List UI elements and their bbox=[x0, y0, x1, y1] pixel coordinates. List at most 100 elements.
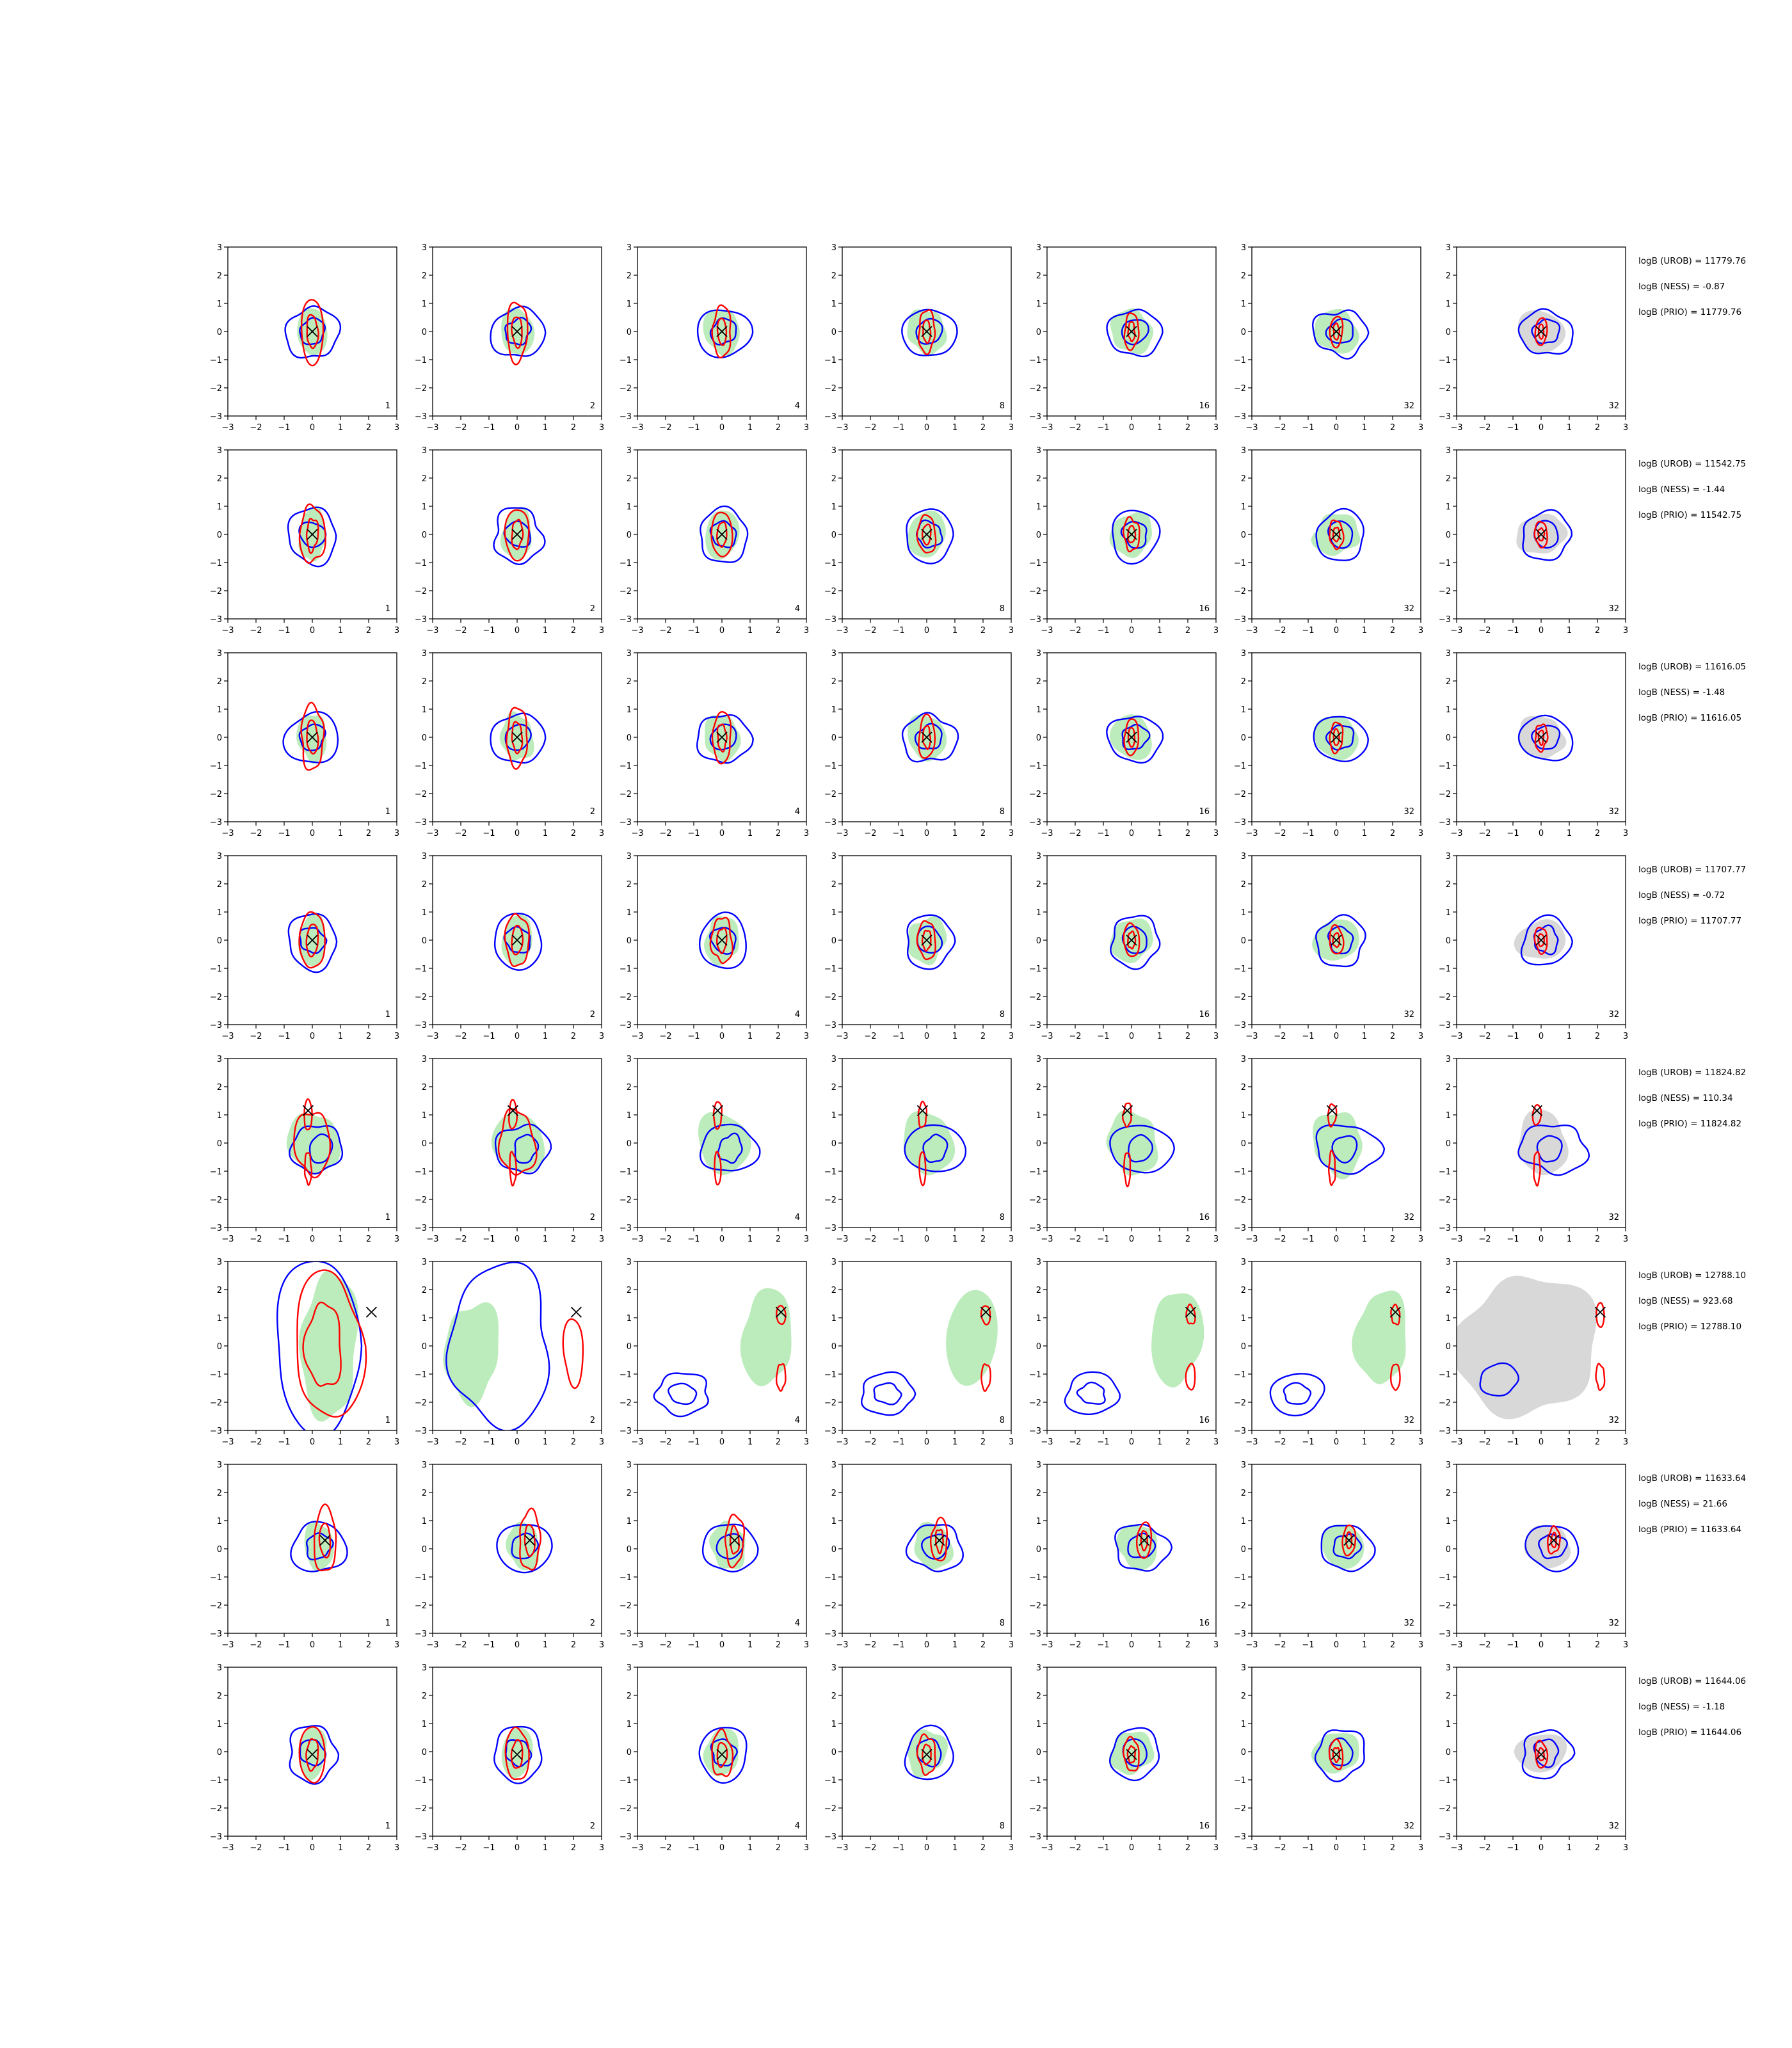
panel-r1-c1: −3 −2 −1 0 1 2 3 3 2 1 0 −1 −2 −3 1 bbox=[210, 243, 399, 433]
y-tick-label: −3 bbox=[1234, 412, 1246, 422]
y-tick-label: 0 bbox=[627, 531, 632, 540]
y-tick-label: −1 bbox=[824, 559, 836, 568]
blue-contour bbox=[1524, 1525, 1580, 1572]
x-tick-label: −2 bbox=[659, 1843, 671, 1853]
panel-r1-c3: −3 −2 −1 0 1 2 3 3 2 1 0 −1 −2 −3 4 bbox=[620, 243, 809, 433]
y-tick-label: −2 bbox=[415, 1398, 427, 1408]
y-tick-label: −2 bbox=[1029, 1196, 1041, 1205]
y-tick-label: −3 bbox=[210, 615, 222, 625]
y-tick-label: −2 bbox=[1029, 993, 1041, 1002]
row-4-annotations: logB (UROB) = 11707.77 logB (NESS) = -0.7… bbox=[1638, 865, 1746, 926]
red-contour bbox=[562, 1318, 584, 1389]
y-tick-label: 1 bbox=[422, 1517, 427, 1526]
x-tick-label: 1 bbox=[1157, 626, 1162, 636]
x-tick-label: 3 bbox=[1623, 1032, 1628, 1041]
y-tick-label: −3 bbox=[1439, 1832, 1451, 1842]
y-tick-label: −3 bbox=[210, 412, 222, 422]
x-tick-label: −1 bbox=[1302, 626, 1314, 636]
blue-contour bbox=[1311, 309, 1370, 360]
x-tick-label: 3 bbox=[1009, 1235, 1014, 1244]
x-tick-label: −1 bbox=[483, 1640, 495, 1650]
y-tick-label: −3 bbox=[824, 1224, 836, 1233]
cross-marker bbox=[1126, 934, 1137, 946]
y-tick-label: 1 bbox=[1446, 502, 1451, 512]
y-tick-label: 0 bbox=[422, 1545, 427, 1555]
red-contour bbox=[497, 1107, 538, 1176]
y-tick-label: −3 bbox=[415, 1427, 427, 1436]
panel-r6-c1: −3 −2 −1 0 1 2 3 3 2 1 0 −1 −2 −3 1 bbox=[210, 1258, 399, 1447]
x-tick-label: −2 bbox=[454, 829, 467, 838]
logb-annotation: logB (UROB) = 12788.10 bbox=[1638, 1270, 1746, 1281]
x-tick-label: −1 bbox=[1302, 1437, 1314, 1447]
x-tick-label: 2 bbox=[1185, 626, 1190, 636]
y-tick-label: 3 bbox=[831, 1055, 836, 1064]
logb-annotation: logB (NESS) = -0.72 bbox=[1638, 890, 1725, 900]
y-tick-label: 1 bbox=[1446, 300, 1451, 309]
y-tick-label: 2 bbox=[627, 1692, 632, 1701]
y-tick-label: −1 bbox=[1234, 1573, 1246, 1583]
row-8-annotations: logB (UROB) = 11644.06 logB (NESS) = -1.1… bbox=[1638, 1676, 1746, 1738]
y-tick-label: −3 bbox=[1029, 1629, 1041, 1639]
blue-contour bbox=[1120, 520, 1148, 549]
y-tick-label: −2 bbox=[620, 1398, 632, 1408]
y-tick-label: 1 bbox=[831, 300, 836, 309]
panel-label: 2 bbox=[590, 807, 595, 817]
y-tick-label: −3 bbox=[620, 1224, 632, 1233]
y-tick-label: −2 bbox=[620, 1196, 632, 1205]
red-contour bbox=[1135, 1521, 1153, 1559]
red-contour bbox=[918, 309, 936, 356]
x-tick-label: 3 bbox=[1418, 1032, 1423, 1041]
x-tick-label: 0 bbox=[924, 1640, 929, 1650]
panel-r4-c1: −3 −2 −1 0 1 2 3 3 2 1 0 −1 −2 −3 1 bbox=[210, 852, 399, 1041]
y-tick-label: 3 bbox=[422, 1663, 427, 1673]
panel-label: 32 bbox=[1404, 807, 1414, 817]
y-tick-label: 1 bbox=[422, 1720, 427, 1729]
red-contour bbox=[504, 913, 530, 968]
x-tick-label: −3 bbox=[1450, 1235, 1462, 1244]
x-tick-label: −2 bbox=[1478, 1032, 1491, 1041]
panel-r3-c2: −3 −2 −1 0 1 2 3 3 2 1 0 −1 −2 −3 2 bbox=[415, 649, 604, 838]
x-tick-label: 0 bbox=[1334, 1032, 1339, 1041]
y-tick-label: −2 bbox=[415, 993, 427, 1002]
y-tick-label: 2 bbox=[831, 677, 836, 687]
red-contour bbox=[511, 518, 524, 550]
logb-annotation: logB (PRIO) = 11542.75 bbox=[1638, 510, 1741, 520]
cross-marker bbox=[1126, 732, 1137, 743]
red-contour bbox=[1550, 1532, 1557, 1549]
y-tick-label: 3 bbox=[1446, 1258, 1451, 1267]
red-contour bbox=[1123, 1736, 1140, 1772]
red-contour bbox=[1341, 1524, 1357, 1556]
y-tick-label: 2 bbox=[1036, 1489, 1041, 1498]
y-tick-label: 3 bbox=[627, 446, 632, 456]
y-tick-label: 0 bbox=[1241, 531, 1246, 540]
x-tick-label: 3 bbox=[599, 1235, 604, 1244]
blue-contour bbox=[287, 506, 337, 568]
y-tick-label: 2 bbox=[422, 1489, 427, 1498]
blue-contour bbox=[1106, 716, 1164, 764]
red-contour bbox=[519, 1507, 541, 1571]
y-tick-label: −1 bbox=[1439, 1370, 1451, 1380]
y-tick-label: 2 bbox=[217, 1286, 222, 1295]
y-tick-label: −3 bbox=[210, 1224, 222, 1233]
y-tick-label: 0 bbox=[1036, 1545, 1041, 1555]
x-tick-label: 1 bbox=[952, 1235, 957, 1244]
y-tick-label: −2 bbox=[415, 1804, 427, 1814]
blue-contour bbox=[1320, 1524, 1376, 1572]
red-contour bbox=[1329, 721, 1344, 755]
blue-contour bbox=[287, 913, 338, 973]
cross-marker bbox=[1185, 1306, 1197, 1318]
x-tick-label: 2 bbox=[1595, 423, 1600, 433]
y-tick-label: 3 bbox=[1036, 649, 1041, 659]
y-tick-label: −2 bbox=[620, 993, 632, 1002]
blue-contour bbox=[921, 1533, 950, 1560]
blue-contour bbox=[289, 1725, 340, 1785]
y-tick-label: 3 bbox=[217, 852, 222, 861]
y-tick-label: −2 bbox=[824, 587, 836, 596]
blue-contour bbox=[1106, 308, 1164, 358]
y-tick-label: 3 bbox=[217, 1460, 222, 1470]
y-tick-label: −3 bbox=[415, 1224, 427, 1233]
row-7-annotations: logB (UROB) = 11633.64 logB (NESS) = 21.6… bbox=[1638, 1473, 1746, 1535]
y-tick-label: 2 bbox=[1036, 271, 1041, 281]
